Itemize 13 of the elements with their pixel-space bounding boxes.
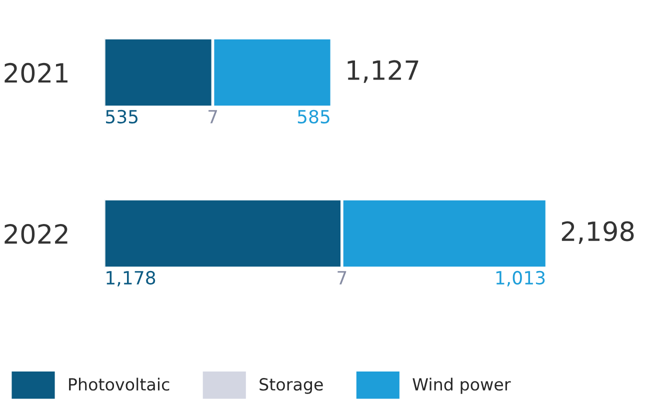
data-label: 7	[208, 110, 217, 124]
legend-label: Photovoltaic	[69, 378, 170, 391]
data-label: 1,013	[496, 270, 545, 286]
data-label: 7	[338, 271, 346, 284]
total-label: 1,127	[348, 60, 418, 83]
y-tick-label: 2022	[4, 224, 68, 244]
legend-label: Storage	[260, 378, 323, 394]
y-tick-label: 2021	[4, 62, 68, 83]
legend-label: Wind power	[412, 378, 511, 394]
data-label: 585	[298, 110, 330, 124]
data-label: 1,178	[106, 270, 156, 286]
total-label: 2,198	[562, 221, 634, 244]
data-label: 535	[106, 110, 138, 124]
